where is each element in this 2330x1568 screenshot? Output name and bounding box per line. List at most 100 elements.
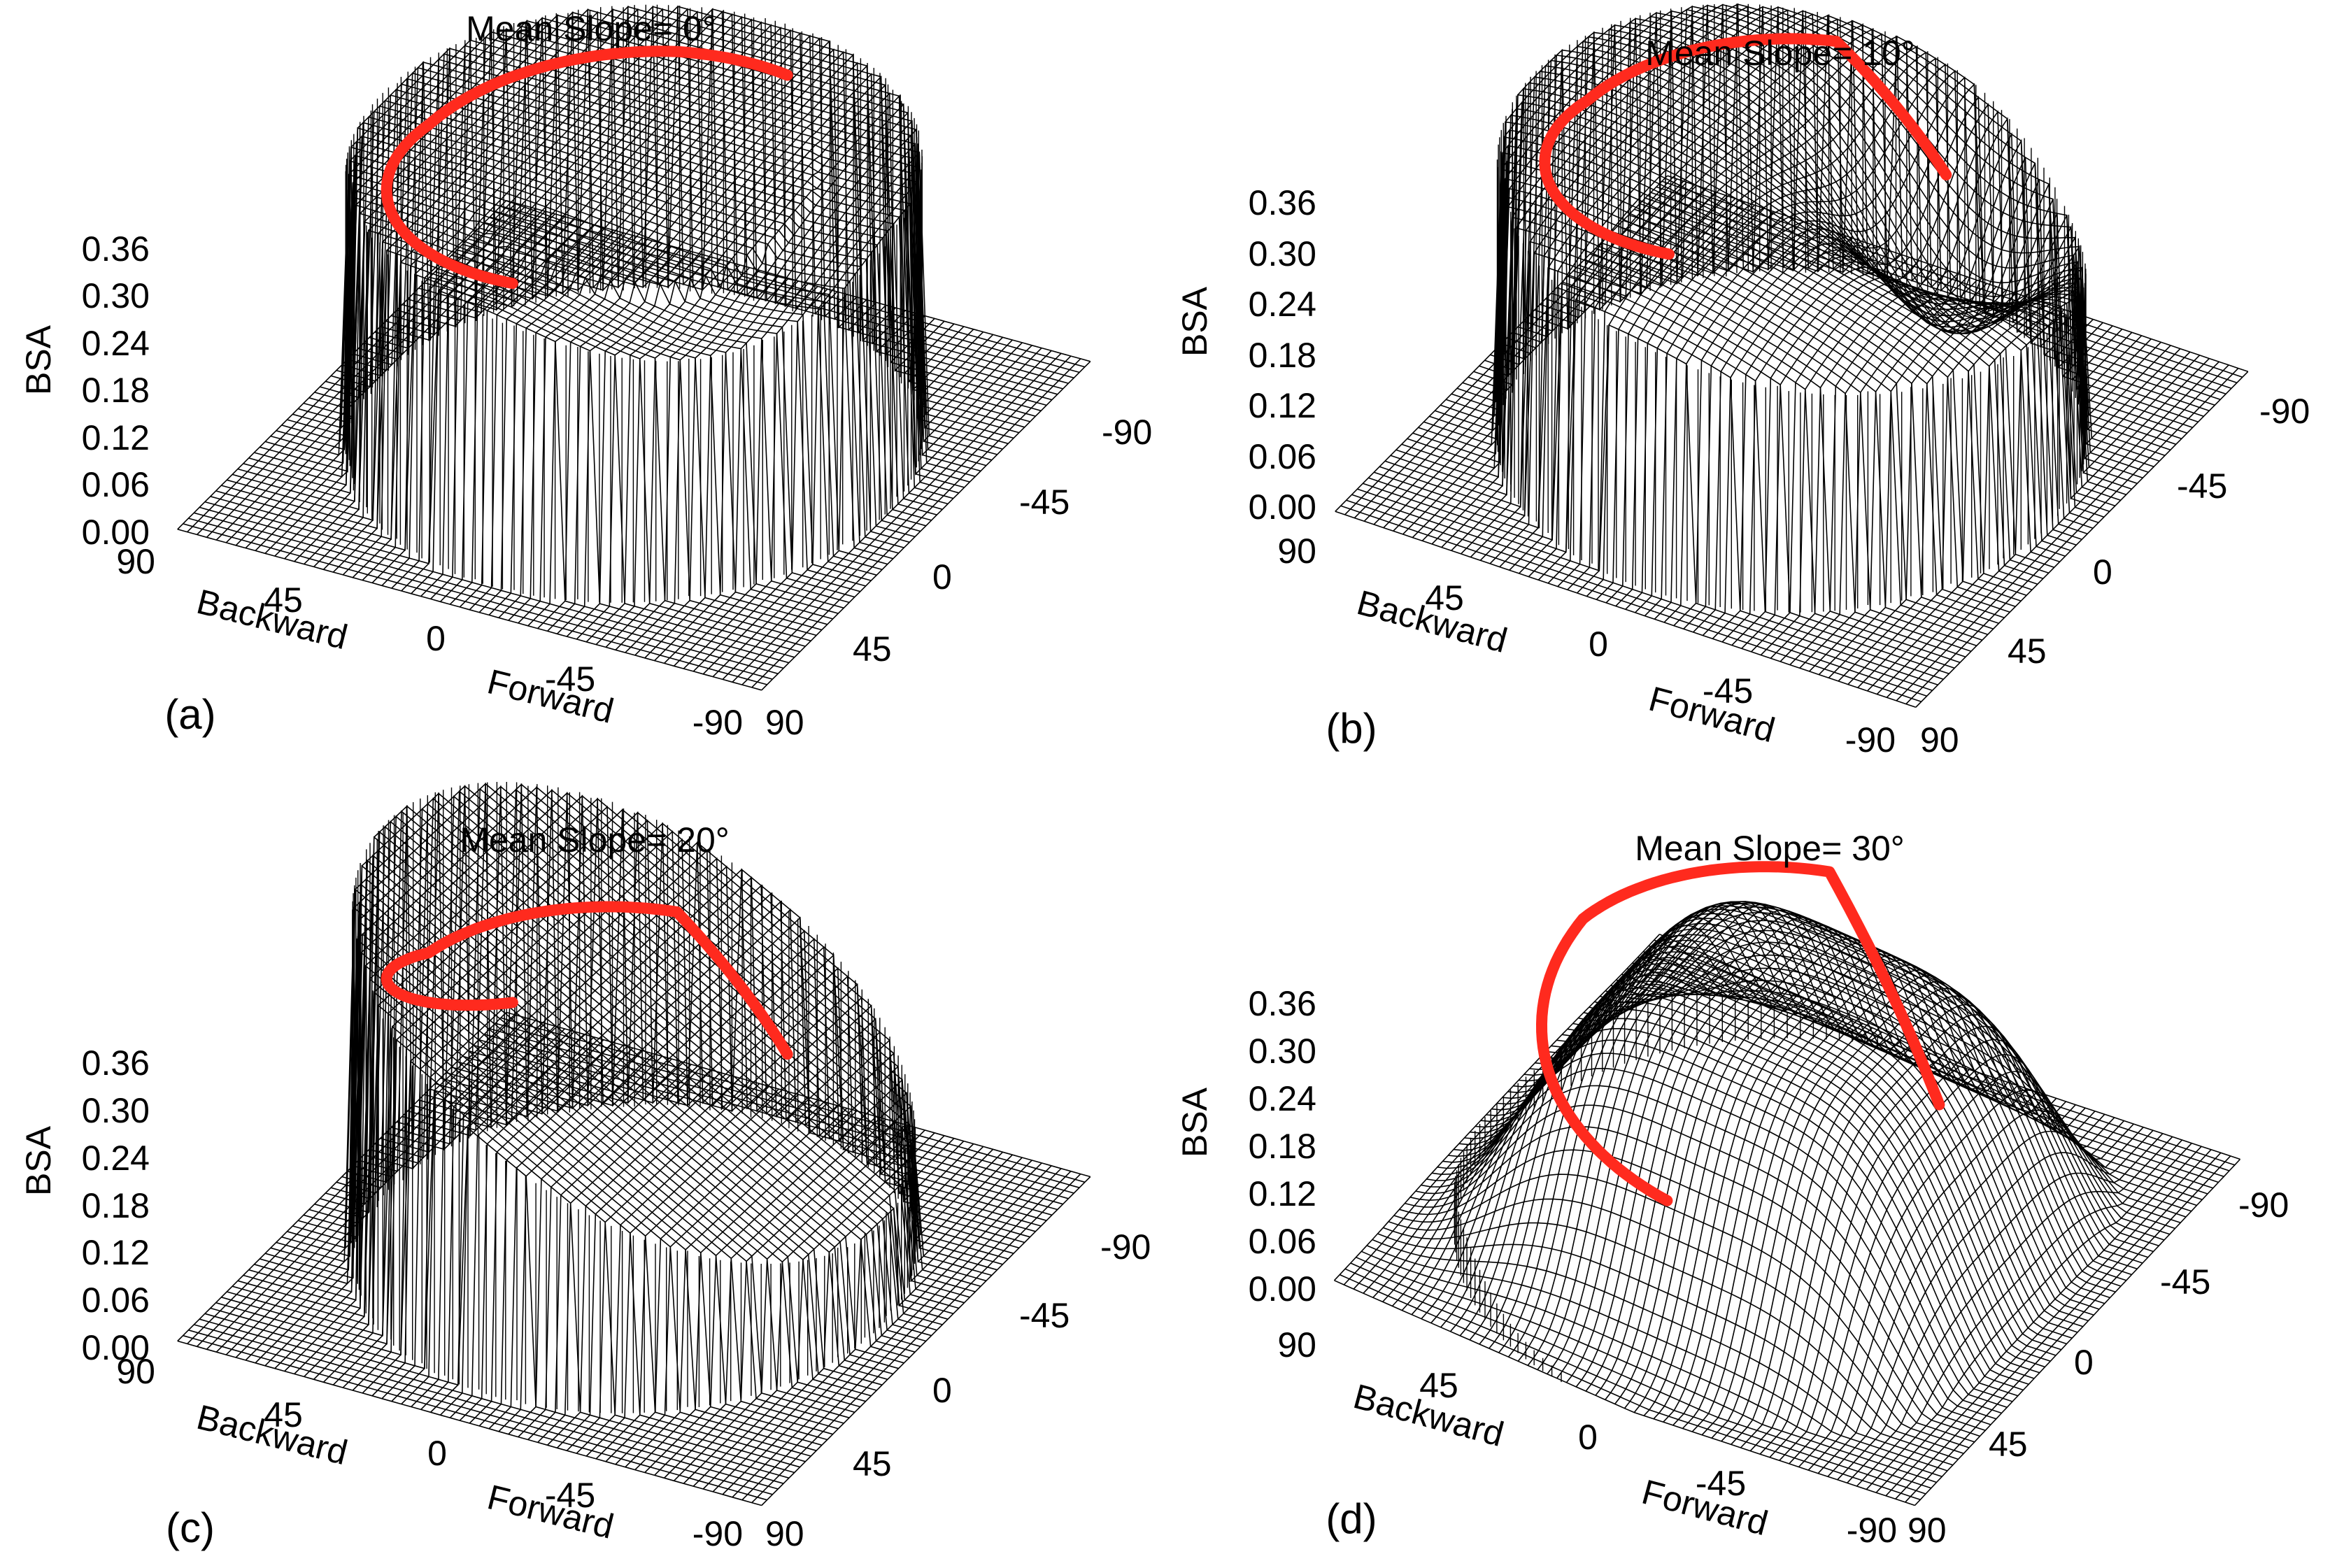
panel-c-z-axis-label: BSA: [19, 1125, 58, 1196]
panel-b-z-axis-label: BSA: [1175, 286, 1214, 357]
mesh-line: [1650, 192, 2232, 390]
panel-b-y-tick: 45: [2008, 632, 2047, 671]
panel-b-y-tick: -90: [2259, 392, 2310, 431]
panel-d-x-tick: 90: [1277, 1325, 1316, 1364]
panel-c-x-tick: 0: [427, 1434, 447, 1473]
mesh-line: [751, 358, 1081, 688]
mesh-line: [473, 841, 1058, 1211]
panel-a-y-tick: 90: [765, 703, 804, 742]
mesh-line: [1661, 180, 2243, 378]
mesh-line: [1847, 1136, 2173, 1483]
panel-b-z-tick: 0.00: [1249, 487, 1316, 527]
mesh-line: [1645, 35, 2226, 395]
panel-c-title: Mean Slope= 20°: [460, 820, 730, 860]
panel-a-z-tick: 0.36: [82, 229, 150, 269]
panel-d-y-tick: -90: [2238, 1185, 2289, 1225]
ridge-line: [381, 45, 793, 290]
panel-d-y-tick: 0: [2074, 1343, 2094, 1382]
mesh-line: [683, 1136, 1013, 1484]
mesh-line: [462, 6, 1047, 406]
panel-a-x-tick: -90: [692, 703, 743, 742]
mesh-line: [1867, 295, 2201, 692]
panel-c-y-tick: 0: [932, 1371, 952, 1410]
mesh-line: [1837, 1133, 2164, 1481]
mesh-line: [732, 352, 1062, 683]
surface-mesh: [1333, 901, 2241, 1506]
mesh-line: [1612, 3, 2193, 429]
panel-d-y-tick: -45: [2160, 1262, 2210, 1302]
panel-b-x-tick: 90: [1277, 532, 1316, 571]
panel-c-z-tick: 0.24: [82, 1139, 150, 1178]
panel-c-z-tick: 0.36: [82, 1043, 150, 1083]
mesh-line: [1866, 1143, 2192, 1490]
mesh-line: [457, 808, 1042, 1227]
panel-d-z-tick: 0.36: [1249, 984, 1316, 1023]
mesh-line: [451, 8, 1036, 417]
panel-d-z-tick: 0.18: [1249, 1127, 1316, 1166]
mesh-line: [683, 151, 1013, 669]
panel-c-z-tick: 0.30: [82, 1091, 150, 1130]
mesh-line: [1896, 364, 2229, 701]
mesh-line: [1885, 1149, 2212, 1497]
panel-a-z-tick: 0.24: [82, 324, 150, 363]
mesh-line: [467, 6, 1053, 401]
mesh-line: [1659, 934, 2240, 1160]
panel-c-z-tick: 0.12: [82, 1233, 150, 1272]
panel-a-x-tick: 0: [426, 619, 446, 658]
panel-b-x-tick: 0: [1589, 625, 1608, 664]
mesh-line: [1648, 945, 2230, 1171]
panel-d-x-tick: -90: [1847, 1511, 1897, 1550]
mesh-line: [451, 797, 1036, 1232]
panel-c-x-tick: -45: [545, 1476, 595, 1515]
panel-a-tag: (a): [164, 691, 215, 738]
panel-d-x-tick: 45: [1419, 1366, 1458, 1405]
panel-a-z-tick: 0.18: [82, 371, 150, 410]
mesh-line: [1847, 277, 2181, 685]
panel-b-z-tick: 0.36: [1249, 183, 1316, 222]
panel-c-y-tick: -90: [1100, 1227, 1151, 1267]
panel-c-tag: (c): [166, 1504, 215, 1551]
panel-c-y-tick: 45: [853, 1444, 892, 1483]
panel-a-y-tick: -90: [1102, 413, 1152, 452]
mesh-line: [751, 1174, 1081, 1504]
mesh-line: [1828, 260, 2161, 678]
panel-d-tag: (d): [1326, 1495, 1377, 1542]
mesh-line: [500, 1017, 1086, 1183]
mesh-line: [462, 811, 1047, 1221]
panel-c-y-tick: -45: [1019, 1296, 1070, 1335]
mesh-line: [1642, 950, 2224, 1178]
mesh-line: [484, 1034, 1069, 1199]
panel-d-title: Mean Slope= 30°: [1635, 829, 1905, 868]
panel-b-x-tick: -45: [1703, 671, 1753, 711]
panel-a-x-tick: 90: [116, 542, 155, 581]
ridge-line: [1539, 33, 1952, 260]
panel-d-z-axis-label: BSA: [1175, 1087, 1214, 1157]
panel-c-z-tick: 0.00: [82, 1328, 150, 1367]
panel-a-z-tick: 0.30: [82, 276, 150, 315]
panel-c-x-tick: 90: [116, 1352, 155, 1391]
panel-b-y-tick: 90: [1920, 720, 1959, 760]
mesh-line: [741, 355, 1072, 685]
mesh-line: [457, 8, 1042, 412]
panel-d-x-tick: 0: [1578, 1418, 1598, 1457]
mesh-line: [692, 166, 1023, 672]
surface-mesh: [177, 4, 1091, 691]
surface-mesh: [177, 782, 1091, 1506]
ridge-line: [1536, 861, 1945, 1206]
panel-a-z-tick: 0.00: [82, 513, 150, 552]
mesh-line: [478, 8, 1063, 390]
mesh-line: [506, 200, 1091, 362]
mesh-line: [1838, 266, 2171, 682]
panel-c: Mean Slope= 20° BSA 0.36 0.30 0.24 0.18 …: [19, 782, 1151, 1553]
mesh-line: [495, 211, 1080, 373]
panel-a: Mean Slope= 0° BSA 0.36 0.30 0.24 0.18 0…: [19, 4, 1152, 742]
panel-b-z-tick: 0.30: [1249, 234, 1316, 273]
panel-a-x-tick: 45: [264, 580, 303, 620]
mesh-line: [1886, 361, 2219, 698]
panel-a-z-tick: 0.12: [82, 418, 150, 457]
panel-b-y-tick: -45: [2177, 466, 2227, 506]
mesh-line: [484, 222, 1069, 384]
panel-a-y-tick: -45: [1019, 483, 1070, 522]
panel-b-y-tick: 0: [2093, 553, 2112, 592]
panel-d-z-tick: 0.00: [1249, 1269, 1316, 1309]
